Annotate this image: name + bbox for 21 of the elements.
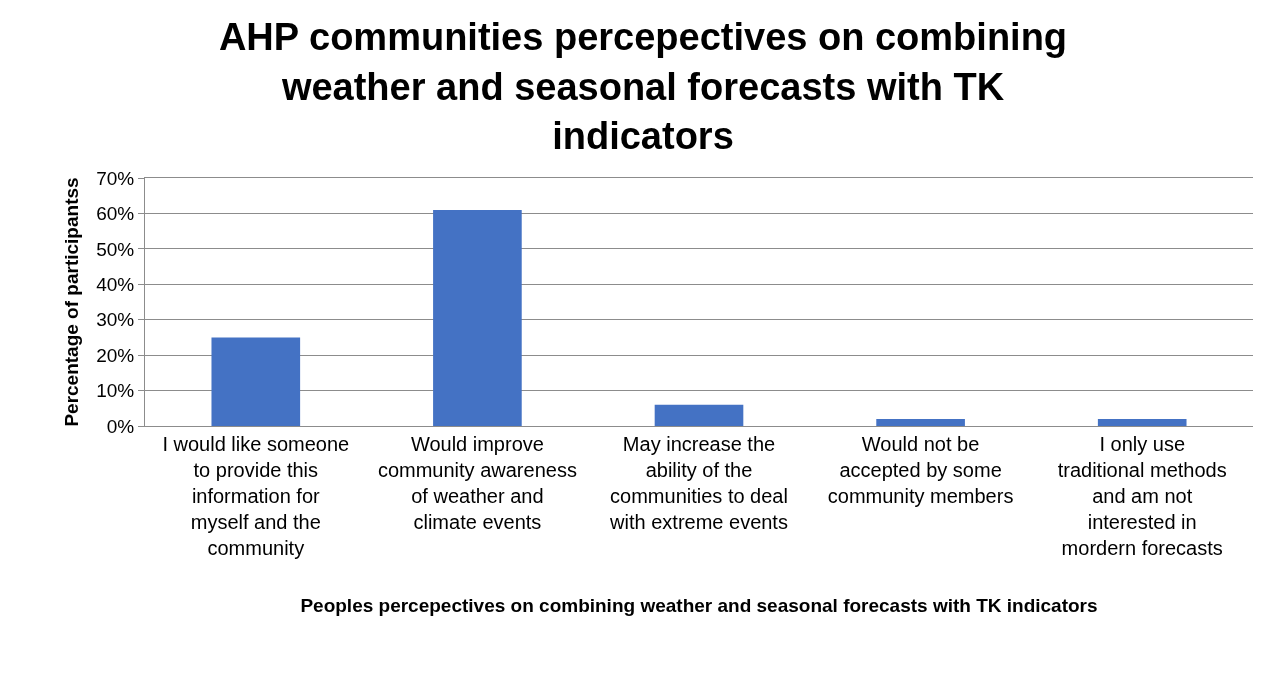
x-tick-label: I would like someone to provide this information for myself and the community [162,433,350,559]
y-tick-label: 40% [96,273,135,295]
y-tick-label: 0% [106,415,135,437]
y-tick-label: 20% [96,344,135,366]
bar [211,337,301,426]
x-tick-label: I only use traditional methods and am not interested in mordern forecasts [1057,433,1227,559]
y-tick-label: 60% [96,203,135,225]
y-tick-label: 30% [96,309,135,331]
x-tick-label: Would not be accepted by some community members [827,433,1014,507]
x-axis-title: Peoples percepectives on combining weather and seasonal forecasts with TK indicators [300,594,1098,616]
bar [433,209,522,426]
bar [1097,418,1187,426]
chart-title: AHP communities percepectives on combining weather and seasonal forecasts with TK indicators [218,16,1068,158]
bar [654,404,744,426]
x-tick-label: May increase the ability of the communities to deal with extreme events [609,433,788,533]
y-tick-label: 70% [96,167,135,189]
y-axis-title: Percentage of participantss [61,177,83,427]
bar [876,418,965,426]
x-tick-label: Would improve community awareness of weather and climate events [377,433,577,533]
y-tick-label: 10% [96,380,135,402]
y-tick-label: 50% [96,238,135,260]
